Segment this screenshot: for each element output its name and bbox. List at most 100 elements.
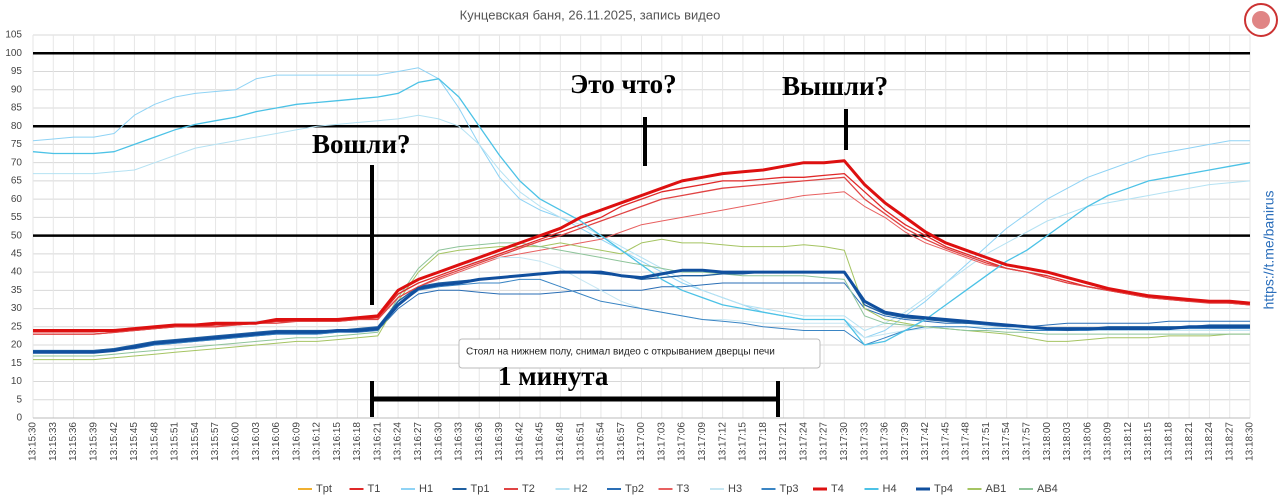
legend-label: Tp1 bbox=[471, 483, 490, 495]
series-line bbox=[33, 238, 1250, 361]
series-line bbox=[33, 268, 1250, 354]
x-tick-label: 13:16:21 bbox=[372, 422, 383, 461]
y-tick-label: 70 bbox=[11, 157, 23, 168]
x-tick-label: 13:18:18 bbox=[1164, 422, 1175, 461]
legend-label: AB4 bbox=[1037, 483, 1058, 495]
x-tick-label: 13:16:27 bbox=[413, 422, 424, 461]
x-tick-label: 13:17:00 bbox=[636, 422, 647, 461]
x-tick-label: 13:16:42 bbox=[514, 422, 525, 461]
annotation: 1 минута bbox=[498, 361, 609, 391]
x-tick-label: 13:16:03 bbox=[251, 422, 262, 461]
x-tick-label: 13:16:33 bbox=[454, 422, 465, 461]
series-line bbox=[33, 114, 1251, 331]
x-tick-label: 13:16:51 bbox=[575, 422, 586, 461]
legend-label: Tp2 bbox=[625, 483, 644, 495]
x-tick-label: 13:18:30 bbox=[1245, 422, 1256, 461]
y-tick-label: 35 bbox=[11, 285, 23, 296]
y-tick-label: 65 bbox=[11, 176, 23, 187]
x-tick-label: 13:16:15 bbox=[332, 422, 343, 461]
y-tick-label: 50 bbox=[11, 230, 23, 241]
x-tick-label: 13:17:21 bbox=[778, 422, 789, 461]
legend-label: H3 bbox=[728, 483, 742, 495]
x-tick-label: 13:16:00 bbox=[230, 422, 241, 461]
note: Стоял на нижнем полу, снимал видео с отк… bbox=[466, 347, 775, 358]
x-tick-label: 13:16:09 bbox=[291, 422, 302, 461]
legend-label: T2 bbox=[522, 483, 535, 495]
x-tick-label: 13:17:09 bbox=[697, 422, 708, 461]
annotations: Вошли? Это что? Вышли? 1 минута Стоял на… bbox=[312, 69, 888, 417]
x-tick-label: 13:16:30 bbox=[433, 422, 444, 461]
y-tick-label: 80 bbox=[11, 121, 23, 132]
x-tick-label: 13:16:06 bbox=[271, 422, 282, 461]
x-tick-label: 13:15:42 bbox=[109, 422, 120, 461]
y-tick-label: 75 bbox=[11, 139, 23, 150]
x-tick-label: 13:15:54 bbox=[190, 422, 201, 461]
x-tick-label: 13:16:57 bbox=[616, 422, 627, 461]
x-tick-label: 13:15:48 bbox=[149, 422, 160, 461]
x-tick-label: 13:17:57 bbox=[1022, 422, 1033, 461]
legend-label: H2 bbox=[574, 483, 588, 495]
side-link[interactable]: https://t.me/banirus bbox=[1261, 190, 1277, 309]
legend-label: T1 bbox=[368, 483, 381, 495]
series-line bbox=[32, 67, 1250, 339]
series-line bbox=[33, 176, 1251, 335]
x-tick-label: 13:18:15 bbox=[1143, 422, 1154, 461]
x-tick-label: 13:17:54 bbox=[1001, 422, 1012, 461]
y-tick-label: 15 bbox=[11, 358, 23, 369]
x-tick-label: 13:15:30 bbox=[28, 422, 39, 461]
series-line bbox=[32, 78, 1251, 346]
legend-label: AB1 bbox=[986, 483, 1007, 495]
y-tick-label: 30 bbox=[11, 303, 23, 314]
y-tick-label: 5 bbox=[16, 394, 22, 405]
x-tick-label: 13:17:45 bbox=[940, 422, 951, 461]
logo bbox=[1244, 3, 1278, 37]
x-tick-label: 13:16:36 bbox=[474, 422, 485, 461]
x-tick-label: 13:17:33 bbox=[859, 422, 870, 461]
annotation: Это что? bbox=[570, 69, 677, 99]
x-tick-label: 13:16:45 bbox=[535, 422, 546, 461]
chart-title: Кунцевская баня, 26.11.2025, запись виде… bbox=[460, 7, 721, 22]
legend-label: Tp3 bbox=[780, 483, 799, 495]
x-tick-label: 13:17:15 bbox=[738, 422, 749, 461]
annotation: Вышли? bbox=[782, 71, 888, 101]
series-line bbox=[33, 278, 1250, 351]
legend-label: T3 bbox=[677, 483, 690, 495]
x-tick-label: 13:17:51 bbox=[981, 422, 992, 461]
legend-label: H1 bbox=[419, 483, 433, 495]
y-tick-label: 40 bbox=[11, 267, 23, 278]
plot bbox=[32, 67, 1251, 361]
x-tick-label: 13:18:27 bbox=[1224, 422, 1235, 461]
x-tick-label: 13:17:18 bbox=[758, 422, 769, 461]
x-tick-label: 13:16:18 bbox=[352, 422, 363, 461]
x-tick-label: 13:15:33 bbox=[48, 422, 59, 461]
legend-label: Tp4 bbox=[934, 483, 953, 495]
x-tick-label: 13:17:06 bbox=[677, 422, 688, 461]
legend-label: T4 bbox=[831, 483, 844, 495]
series-line bbox=[33, 159, 1251, 332]
x-tick-label: 13:15:51 bbox=[170, 422, 181, 461]
x-tick-label: 13:17:39 bbox=[900, 422, 911, 461]
y-tick-label: 45 bbox=[11, 248, 23, 259]
y-tick-label: 95 bbox=[11, 66, 23, 77]
x-tick-label: 13:17:30 bbox=[839, 422, 850, 461]
x-tick-label: 13:16:39 bbox=[494, 422, 505, 461]
x-tick-label: 13:18:06 bbox=[1082, 422, 1093, 461]
x-tick-label: 13:18:21 bbox=[1184, 422, 1195, 461]
x-tick-label: 13:17:36 bbox=[880, 422, 891, 461]
x-tick-label: 13:17:42 bbox=[920, 422, 931, 461]
y-tick-label: 10 bbox=[11, 376, 23, 387]
y-tick-label: 20 bbox=[11, 340, 23, 351]
x-tick-label: 13:16:12 bbox=[312, 422, 323, 461]
x-tick-label: 13:18:24 bbox=[1204, 422, 1215, 461]
note-box bbox=[458, 338, 821, 369]
x-tick-label: 13:17:03 bbox=[656, 422, 667, 461]
y-tick-label: 60 bbox=[11, 194, 23, 205]
x-tick-label: 13:15:45 bbox=[129, 422, 140, 461]
annotation: Вошли? bbox=[312, 129, 411, 159]
y-tick-label: 25 bbox=[11, 321, 23, 332]
x-tick-label: 13:16:48 bbox=[555, 422, 566, 461]
x-tick-label: 13:15:39 bbox=[88, 422, 99, 461]
x-tick-label: 13:17:48 bbox=[961, 422, 972, 461]
x-tick-label: 13:18:09 bbox=[1103, 422, 1114, 461]
